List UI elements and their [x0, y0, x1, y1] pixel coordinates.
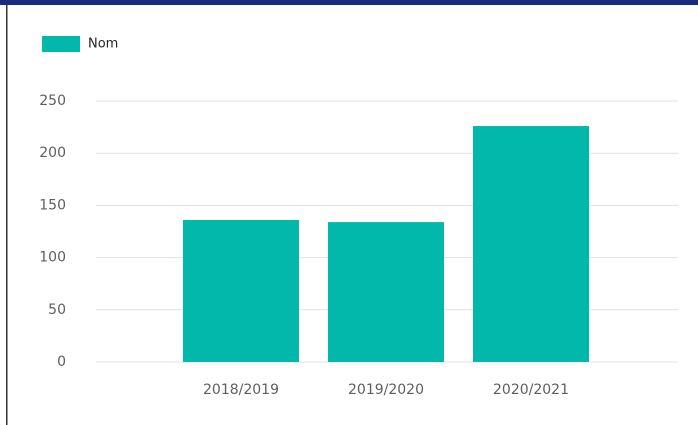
legend-swatch: [42, 36, 80, 52]
y-tick-label: 250: [39, 93, 66, 109]
y-tick-label: 50: [48, 302, 66, 318]
bar: [183, 220, 299, 362]
y-tick-label: 150: [39, 197, 66, 213]
left-border: [6, 5, 8, 425]
bar: [328, 222, 444, 362]
x-tick-label: 2018/2019: [203, 382, 279, 398]
x-tick-label: 2020/2021: [493, 382, 569, 398]
bar: [473, 126, 589, 362]
x-tick-label: 2019/2020: [348, 382, 424, 398]
top-border: [0, 0, 698, 5]
y-tick-label: 200: [39, 145, 66, 161]
y-tick-label: 0: [57, 354, 66, 370]
legend-label: Nom: [88, 37, 118, 52]
y-tick-label: 100: [39, 250, 66, 266]
